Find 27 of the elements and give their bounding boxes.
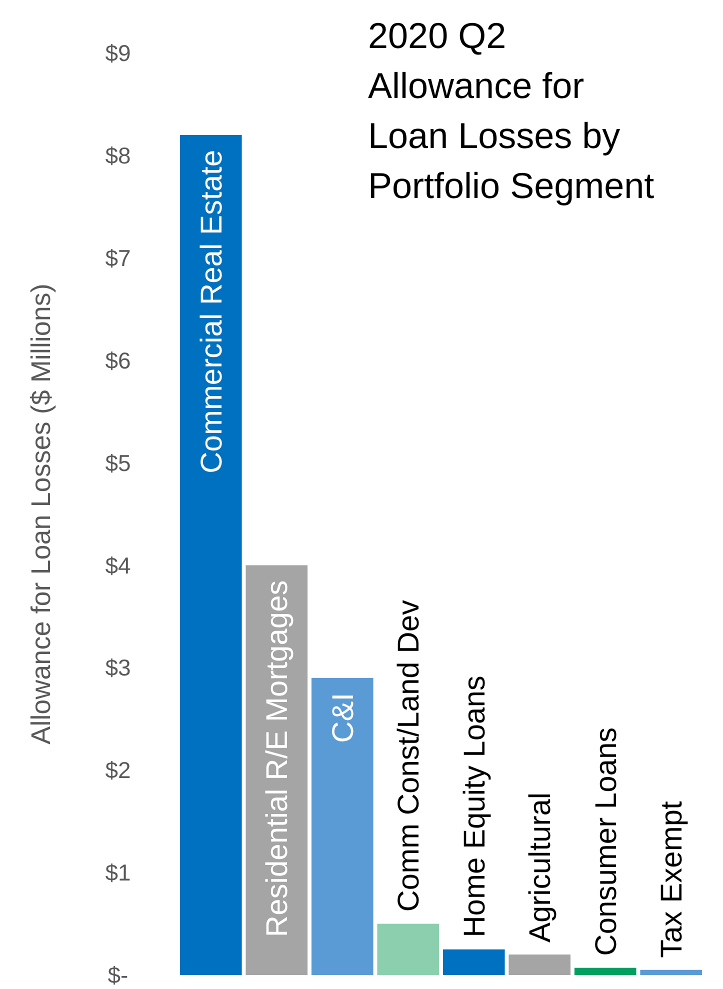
- bar: [311, 678, 374, 975]
- x-tick-label: Commercial Real Estate: [195, 150, 228, 474]
- x-tick-label: Tax Exempt: [656, 800, 689, 958]
- text: 2020 Q2 Allowance for Loan Losses by Portfolio Segment: [368, 15, 654, 206]
- bar: [574, 968, 636, 975]
- y-tick-label: $7: [105, 244, 131, 271]
- x-tick-label: Comm Const/Land Dev: [392, 600, 426, 912]
- bar: [180, 134, 242, 975]
- bar: [508, 954, 571, 975]
- bar: [377, 924, 440, 975]
- y-tick-label: $9: [105, 40, 131, 66]
- x-tick-label: Consumer Loans: [590, 727, 623, 956]
- y-tick-label: $4: [105, 552, 131, 578]
- y-tick-label: $3: [105, 654, 131, 681]
- x-tick-label: Residential R/E Mortgages: [261, 580, 294, 938]
- y-tick-label: $8: [105, 142, 131, 168]
- y-tick-label: $5: [105, 450, 131, 476]
- y-tick-label: $2: [105, 757, 131, 784]
- y-tick-label: $1: [105, 860, 131, 886]
- y-tick-label: $6: [105, 347, 131, 374]
- y-axis-title: Allowance for Loan Losses ($ Millions): [26, 284, 56, 744]
- y-tick-label: $-: [108, 962, 128, 988]
- x-tick-label: C&I: [326, 692, 360, 743]
- x-tick-label: Home Equity Loans: [458, 676, 492, 938]
- bar: [442, 949, 505, 975]
- bar: [640, 970, 702, 975]
- x-tick-label: Agricultural: [524, 792, 558, 943]
